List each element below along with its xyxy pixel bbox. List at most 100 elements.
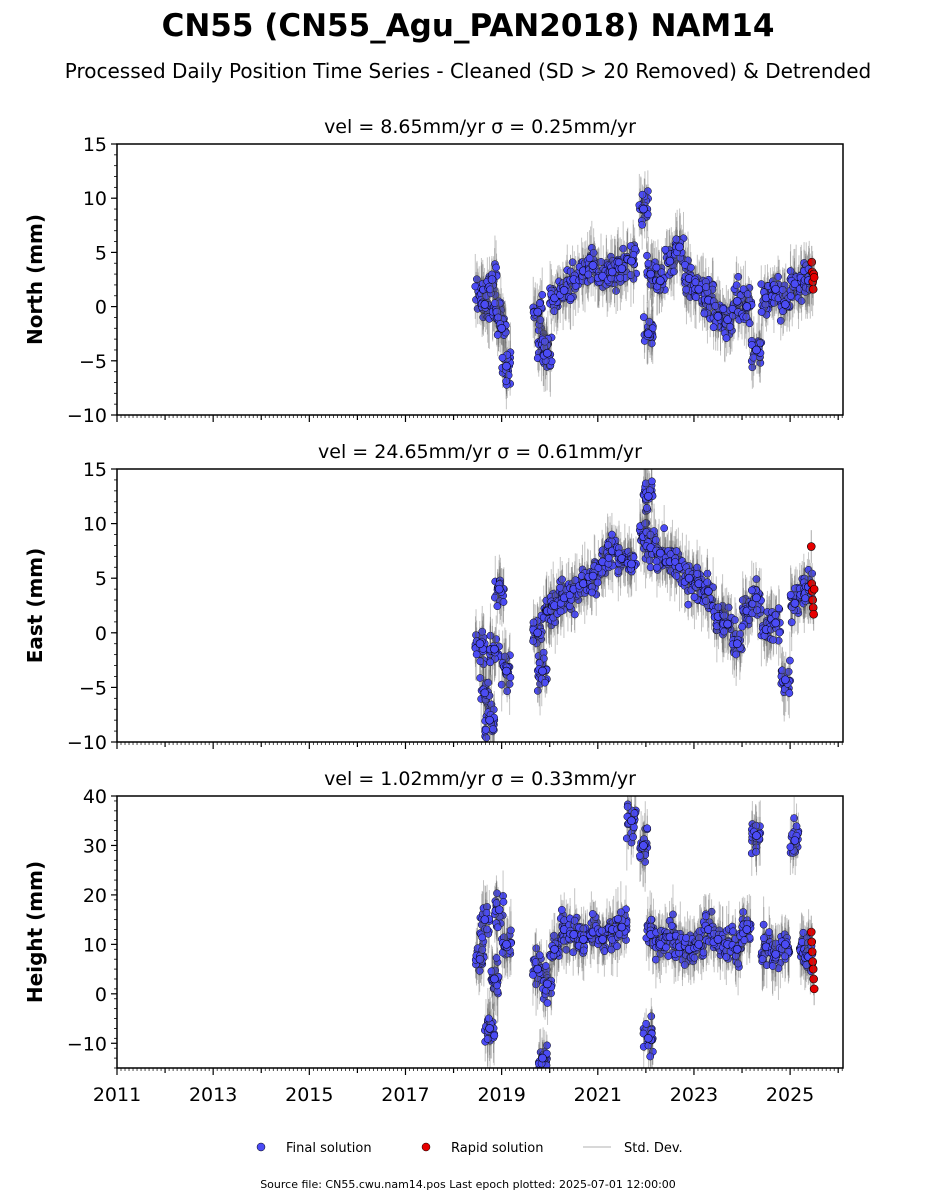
data-point (536, 316, 545, 324)
data-point (660, 524, 669, 533)
data-point (638, 220, 647, 229)
final-point (639, 204, 648, 214)
final-point (490, 974, 499, 984)
final-point (598, 935, 607, 944)
data-point (753, 606, 761, 615)
data-point (472, 650, 481, 659)
data-point (690, 593, 699, 601)
data-point (747, 586, 756, 595)
final-point (665, 256, 675, 266)
y-axis-label: Height (mm) (23, 861, 47, 1003)
data-point (787, 618, 796, 627)
data-point (724, 603, 733, 612)
final-point (480, 688, 490, 698)
final-point (732, 639, 742, 649)
panel-title: vel = 1.02mm/yr σ = 0.33mm/yr (324, 768, 636, 790)
final-point (579, 935, 588, 944)
panel-3: vel = 1.02mm/yr σ = 0.33mm/yr Height (mm)… (23, 768, 844, 1106)
data-point (493, 602, 502, 611)
data-point (482, 725, 490, 734)
data-point (588, 588, 596, 597)
y-axis-label: North (mm) (23, 214, 47, 345)
final-point (643, 329, 653, 339)
y-tick-label: 0 (95, 623, 107, 645)
data-point (644, 187, 652, 196)
final-point (475, 639, 485, 649)
y-axis-label: East (mm) (23, 548, 47, 664)
final-point (588, 571, 598, 581)
data-point (643, 824, 652, 833)
data-point (593, 578, 602, 587)
final-point (588, 261, 598, 270)
data-point (769, 636, 778, 644)
y-tick-label: 0 (95, 297, 107, 319)
final-point (543, 979, 552, 989)
final-point (723, 619, 732, 629)
final-point (627, 559, 636, 569)
y-tick-label: 15 (83, 459, 107, 481)
data-point (532, 944, 541, 953)
data-point (702, 597, 710, 605)
y-tick-label: 10 (83, 514, 107, 536)
final-point (497, 323, 506, 333)
data-point (639, 313, 648, 321)
data-point (732, 650, 740, 659)
data-point (577, 572, 586, 580)
data-point (492, 954, 501, 962)
final-point (569, 930, 579, 939)
plot-frame (116, 143, 844, 416)
data-point (607, 945, 616, 954)
data-point (604, 554, 613, 562)
data-point (566, 294, 575, 303)
data-point (629, 833, 637, 841)
data-point (652, 536, 660, 544)
data-point (774, 272, 782, 281)
data-point (604, 541, 612, 549)
final-point (598, 271, 607, 281)
data-point (648, 477, 656, 486)
y-tick-label: 5 (95, 242, 107, 264)
data-point (778, 666, 787, 675)
final-point (490, 644, 499, 654)
final-point (781, 300, 790, 309)
final-point (742, 302, 752, 311)
data-point (738, 622, 746, 631)
data-point (490, 1031, 499, 1040)
y-tick-label: 5 (95, 568, 107, 590)
data-point (703, 569, 712, 578)
rapid-point (809, 609, 818, 619)
data-point (550, 931, 558, 940)
final-point (771, 284, 780, 294)
data-point (543, 1041, 551, 1050)
final-point (538, 1053, 547, 1063)
data-point (491, 299, 499, 308)
data-point (644, 259, 653, 268)
data-point (557, 905, 566, 914)
data-point (529, 637, 537, 645)
final-point (485, 715, 494, 725)
data-point (774, 604, 783, 613)
y-tick-label: 10 (83, 188, 107, 210)
final-point (550, 945, 559, 954)
data-point (661, 245, 670, 254)
data-point (757, 308, 766, 316)
final-point (684, 573, 694, 583)
final-point (723, 315, 732, 324)
data-point (612, 287, 620, 295)
data-point (507, 926, 515, 935)
final-point (643, 1034, 653, 1043)
data-point (646, 1052, 655, 1061)
final-point (752, 593, 761, 603)
data-point (568, 258, 577, 267)
data-point (801, 594, 810, 603)
data-point (786, 656, 794, 665)
data-point (682, 285, 691, 294)
panel-title: vel = 8.65mm/yr σ = 0.25mm/yr (324, 116, 636, 138)
final-point (732, 296, 742, 306)
rapid-point (809, 273, 819, 282)
data-point (484, 1014, 493, 1023)
data-point (743, 290, 752, 299)
data-point (570, 916, 579, 925)
final-point (559, 286, 569, 295)
